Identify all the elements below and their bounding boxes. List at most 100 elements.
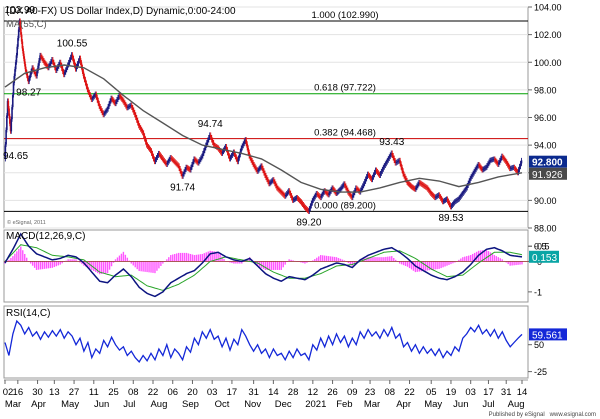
macd-histogram-bar xyxy=(329,256,332,262)
x-month-label: Aug xyxy=(150,399,167,410)
price-body xyxy=(480,167,482,169)
price-body xyxy=(23,53,25,59)
price-body xyxy=(433,196,436,198)
price-body xyxy=(282,194,285,196)
price-body xyxy=(90,97,93,100)
price-body xyxy=(26,75,29,79)
price-body xyxy=(374,169,377,173)
price-body xyxy=(117,97,119,100)
price-body xyxy=(488,162,490,164)
price-body xyxy=(252,162,254,165)
price-body xyxy=(224,146,227,149)
price-body xyxy=(188,168,190,170)
price-body xyxy=(207,137,210,141)
price-body xyxy=(281,193,284,195)
price-body xyxy=(198,161,200,164)
price-body xyxy=(13,76,16,83)
price-body xyxy=(118,95,120,98)
macd-histogram-bar xyxy=(57,261,59,266)
price-body xyxy=(426,187,429,190)
price-body xyxy=(172,159,175,161)
macd-histogram-bar xyxy=(438,261,440,269)
rsi-panel-frame xyxy=(3,305,529,379)
price-body xyxy=(378,174,381,176)
macd-histogram-bar xyxy=(387,256,389,262)
price-tick-label: 94.00 xyxy=(534,141,557,151)
macd-histogram-bar xyxy=(152,261,154,273)
price-body xyxy=(351,196,353,198)
price-body xyxy=(338,190,340,192)
price-body xyxy=(302,204,305,206)
x-day-label: 14 xyxy=(268,387,279,398)
price-body xyxy=(112,99,114,101)
price-body xyxy=(506,163,509,166)
price-body xyxy=(21,41,24,49)
price-body xyxy=(174,161,176,163)
price-body xyxy=(505,161,508,164)
price-body xyxy=(315,193,318,196)
price-body xyxy=(435,196,438,197)
price-body xyxy=(389,154,392,157)
price-body xyxy=(202,153,204,157)
macd-histogram-bar xyxy=(288,259,290,262)
x-day-label: 22 xyxy=(148,387,159,398)
price-body xyxy=(509,168,512,169)
price-body xyxy=(115,101,117,104)
macd-histogram-bar xyxy=(31,261,34,266)
price-body xyxy=(227,152,230,156)
price-body xyxy=(183,171,185,175)
macd-histogram-bar xyxy=(213,251,215,262)
macd-histogram-bar xyxy=(379,257,381,262)
macd-histogram-bar xyxy=(124,254,127,262)
price-body xyxy=(17,38,19,47)
price-body xyxy=(266,177,268,180)
price-body xyxy=(97,100,100,104)
price-body xyxy=(125,104,127,107)
price-body xyxy=(366,174,369,177)
price-body xyxy=(356,188,359,191)
macd-histogram-bar xyxy=(215,251,217,262)
price-body xyxy=(377,172,380,175)
macd-histogram-bar xyxy=(95,261,97,273)
macd-histogram-bar xyxy=(106,261,109,274)
macd-histogram-bar xyxy=(377,257,379,262)
macd-histogram-bar xyxy=(321,255,324,262)
x-day-label: 08 xyxy=(128,387,139,398)
price-body xyxy=(496,161,498,164)
macd-histogram-bar xyxy=(454,261,456,263)
price-body xyxy=(225,146,228,150)
price-body xyxy=(349,193,351,195)
x-day-label: 02 xyxy=(3,387,14,398)
price-body xyxy=(427,189,430,191)
macd-histogram-bar xyxy=(327,256,330,262)
macd-histogram-bar xyxy=(120,253,123,262)
price-body xyxy=(394,160,397,164)
price-body xyxy=(95,94,98,98)
price-body xyxy=(219,150,222,153)
macd-histogram-bar xyxy=(300,261,302,263)
macd-histogram-bar xyxy=(14,253,16,262)
x-day-label: 31 xyxy=(501,387,512,398)
price-annotation: 91.74 xyxy=(170,182,195,193)
macd-histogram-bar xyxy=(473,252,476,262)
macd-histogram-bar xyxy=(519,261,521,265)
price-body xyxy=(161,157,164,159)
x-month-label: Oct xyxy=(215,399,230,410)
price-body xyxy=(213,145,216,146)
fibonacci-levels: 1.000 (102.990) 0.618 (97.722) 0.382 (94.4… xyxy=(4,10,528,212)
price-tick-label: 100.00 xyxy=(534,58,562,68)
macd-histogram-bar xyxy=(203,253,206,262)
macd-histogram-bar xyxy=(497,257,500,262)
price-body xyxy=(494,158,496,161)
price-body xyxy=(515,169,518,172)
price-body xyxy=(474,169,476,172)
price-body xyxy=(442,201,445,202)
macd-value-label: 0.153 xyxy=(532,253,557,264)
price-body xyxy=(81,67,84,72)
macd-histogram-bar xyxy=(402,261,405,266)
price-body xyxy=(328,193,330,195)
macd-histogram-bar xyxy=(110,261,113,267)
macd-histogram-bar xyxy=(89,261,91,269)
price-body xyxy=(410,185,412,187)
price-body xyxy=(229,157,232,159)
